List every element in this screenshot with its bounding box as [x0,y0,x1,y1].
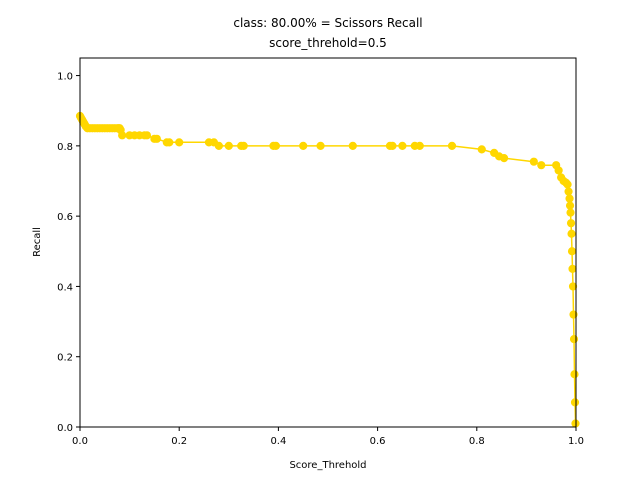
data-point [566,219,576,228]
data-point [477,145,486,154]
x-tick-label: 0.8 [469,436,485,447]
data-point [299,141,308,150]
data-point [569,310,578,319]
data-point [316,141,325,150]
data-point [165,138,174,147]
x-axis-label: Score_Threhold [289,460,366,471]
data-point [118,131,127,140]
data-point [224,141,233,150]
data-point [175,138,184,147]
y-tick-label: 0.4 [57,282,73,293]
data-point [564,187,573,196]
data-point [529,157,538,166]
plot-frame [79,57,577,428]
y-tick-label: 1.0 [57,72,73,83]
data-point [566,208,575,217]
data-point [447,141,457,150]
x-tick-label: 0.6 [370,436,386,447]
x-axis: 0.0 0.2 0.4 0.6 0.8 1.0 [72,427,584,447]
y-axis-label: Recall [32,227,43,257]
data-point [570,370,579,379]
chart-title-line1: class: 80.00% = Scissors Recall [233,16,422,30]
data-point [565,201,575,210]
data-point [214,141,223,150]
data-point [569,335,579,344]
data-point [388,141,397,150]
data-point [568,282,578,291]
data-point [567,229,576,238]
y-tick-label: 0.2 [57,353,73,364]
chart-title-line2: score_threhold=0.5 [269,36,387,50]
data-point [570,398,580,407]
plot-area [75,111,580,428]
data-point [271,141,281,150]
y-tick-label: 0.8 [57,142,73,153]
data-point [142,131,152,140]
x-tick-label: 0.0 [72,436,88,447]
data-point [499,154,509,163]
data-point [565,194,574,203]
data-point [563,180,572,189]
data-point [415,141,424,150]
data-point [348,141,357,150]
data-point [537,161,546,170]
data-point [554,166,563,175]
data-point [152,134,161,143]
y-tick-label: 0.6 [57,212,73,223]
x-tick-label: 0.4 [270,436,286,447]
y-tick-label: 0.0 [57,423,73,434]
x-tick-label: 0.2 [171,436,187,447]
data-point [568,264,577,273]
data-point [567,247,577,256]
data-point [239,141,248,150]
x-tick-label: 1.0 [568,436,584,447]
data-point [398,141,407,150]
y-axis: 0.0 0.2 0.4 0.6 0.8 1.0 [57,72,80,434]
